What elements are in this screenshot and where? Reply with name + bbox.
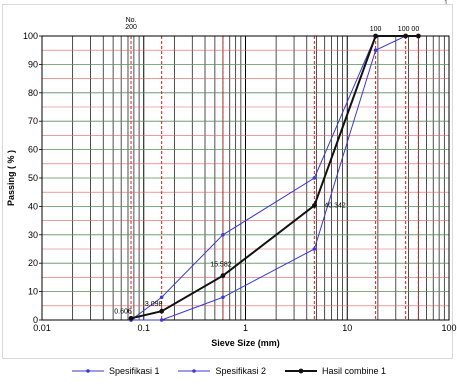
chart-frame bbox=[2, 4, 453, 359]
axes-layer: 0 10 20 30 40 50 60 70 80 90 100 0.01 0.1 1 10 100 Sieve… bbox=[6, 31, 457, 348]
y-tick-label: 70 bbox=[28, 116, 38, 126]
series-layer bbox=[128, 33, 421, 322]
y-axis-title: Passing ( % ) bbox=[6, 150, 16, 206]
x-tick-label: 0.1 bbox=[137, 323, 150, 333]
y-tick-label: 0 bbox=[33, 315, 38, 325]
data-label: 0.606 bbox=[114, 308, 132, 315]
y-tick-label: 60 bbox=[28, 145, 38, 155]
top-label: 100 bbox=[370, 26, 382, 33]
data-point bbox=[403, 33, 409, 39]
legend-swatch bbox=[285, 368, 318, 374]
legend: Spesifikasi 1 Spesifikasi 2 Hasil combine … bbox=[0, 360, 457, 382]
top-label: 200 bbox=[125, 24, 137, 31]
legend-swatch bbox=[178, 369, 211, 373]
top-label: No. bbox=[126, 17, 137, 24]
data-point bbox=[312, 176, 317, 180]
top-label: 100 00 bbox=[398, 26, 420, 33]
legend-label: Spesifikasi 2 bbox=[215, 366, 267, 376]
y-tick-label: 90 bbox=[28, 59, 38, 69]
y-tick-label: 20 bbox=[28, 258, 38, 268]
data-point bbox=[159, 308, 165, 314]
data-point bbox=[312, 247, 317, 251]
data-label: 15.582 bbox=[210, 262, 232, 269]
legend-swatch bbox=[71, 369, 104, 373]
data-point bbox=[311, 203, 317, 208]
data-point bbox=[373, 33, 379, 39]
y-tick-label: 100 bbox=[23, 31, 38, 41]
data-label: 3.098 bbox=[145, 301, 163, 308]
y-tick-label: 30 bbox=[28, 230, 38, 240]
data-point bbox=[159, 318, 164, 322]
y-tick-label: 50 bbox=[28, 173, 38, 183]
data-point bbox=[221, 295, 225, 300]
data-point bbox=[415, 33, 421, 39]
legend-item: Spesifikasi 2 bbox=[177, 366, 266, 376]
legend-label: Hasil combine 1 bbox=[322, 366, 387, 376]
y-tick-label: 80 bbox=[28, 88, 38, 98]
data-label: 40.342 bbox=[324, 203, 346, 210]
x-tick-label: 100 bbox=[441, 323, 456, 333]
legend-item: Hasil combine 1 bbox=[284, 366, 386, 376]
x-axis-title: Sieve Size (mm) bbox=[211, 338, 280, 348]
grid-layer bbox=[41, 36, 449, 320]
data-point bbox=[159, 295, 164, 300]
data-point bbox=[221, 233, 225, 237]
labels-layer: No.200 100 100 00 0.606 3.098 15.582 40.342 bbox=[114, 17, 419, 315]
x-tick-label: 1 bbox=[243, 323, 248, 333]
legend-label: Spesifikasi 1 bbox=[108, 366, 160, 376]
y-tick-label: 40 bbox=[28, 201, 38, 211]
data-point bbox=[373, 48, 378, 52]
y-tick-label: 10 bbox=[28, 287, 38, 297]
page-number-mark: 1 bbox=[444, 0, 448, 7]
x-tick-label: 10 bbox=[342, 323, 352, 333]
legend-item: Spesifikasi 1 bbox=[71, 366, 160, 376]
data-point bbox=[220, 273, 226, 279]
x-tick-label: 0.01 bbox=[33, 323, 51, 333]
data-point bbox=[128, 315, 134, 321]
